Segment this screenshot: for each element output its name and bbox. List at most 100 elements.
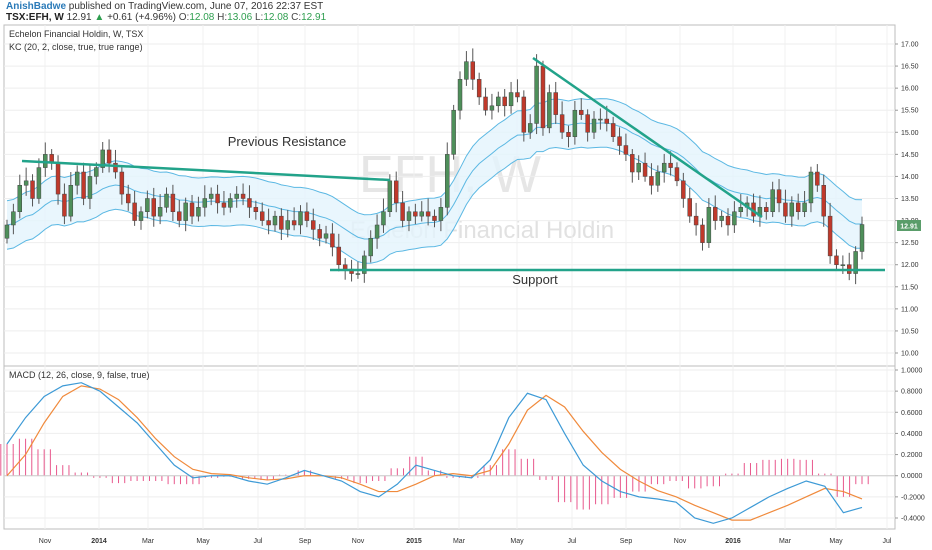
candle-up [68, 185, 74, 217]
last-price-badge: 12.91 [897, 220, 921, 231]
keltner-upper-band [6, 98, 863, 216]
candle-up [94, 167, 99, 177]
candle-down [62, 193, 67, 217]
candle-up [285, 220, 290, 230]
price-axis-label: 12.00 [901, 262, 919, 269]
candle-up [636, 162, 641, 173]
keltner-indicator-label[interactable]: KC (20, 2, close, true, true range) [9, 42, 143, 52]
time-axis-label: 2016 [725, 538, 741, 545]
candle-down [253, 207, 259, 212]
candle-up [655, 171, 661, 186]
time-axis[interactable]: Nov 2014 Mar May Jul Sep Nov 2015 Mar May Jul Sep No… [39, 538, 892, 545]
high-value: 13.06 [227, 12, 253, 23]
price-axis-label: 14.50 [901, 152, 919, 159]
candle-up [234, 193, 239, 199]
time-axis-label: Sep [299, 538, 312, 545]
macd-axis[interactable]: 1.0000 0.8000 0.6000 0.4000 0.2000 0.0000 -0.2… [895, 368, 925, 523]
candle-down [502, 96, 507, 107]
candle-down [693, 215, 699, 226]
candle-up [362, 255, 367, 274]
candle-up [138, 211, 144, 221]
last-price-badge-text: 12.91 [900, 224, 918, 231]
candle-down [126, 193, 131, 204]
candle-up [489, 105, 495, 111]
candle-down [617, 136, 622, 146]
price-axis[interactable]: 17.00 16.50 16.00 15.50 15.00 14.50 14.00 13.50… [895, 42, 919, 358]
candle-down [342, 264, 348, 270]
candle-down [189, 202, 195, 217]
candle-up [145, 198, 150, 212]
keltner-lower-band [6, 146, 863, 264]
time-axis-label: Mar [779, 538, 792, 545]
candle-down [304, 211, 310, 221]
change-arrow-icon: ▲ [94, 12, 105, 23]
time-axis-label: Mar [453, 538, 466, 545]
macd-axis-label: 0.8000 [901, 389, 923, 396]
time-axis-label: Mar [142, 538, 155, 545]
macd-axis-label: 0.0000 [901, 473, 923, 480]
high-label: H: [217, 12, 228, 23]
candle-down [132, 202, 137, 221]
candle-up [598, 118, 603, 121]
time-axis-label: May [829, 538, 843, 545]
candle-down [221, 202, 227, 208]
candle-down [725, 215, 731, 226]
candle-down [425, 211, 431, 217]
resistance-trendline[interactable] [21, 159, 391, 182]
publish-line: AnishBadwe published on TradingView.com,… [6, 1, 323, 12]
macd-indicator-label[interactable]: MACD (12, 26, close, 9, false, true) [9, 370, 150, 380]
candle-up [451, 109, 456, 155]
candle-down [764, 207, 769, 212]
candle-up [859, 224, 865, 252]
candle-down [783, 202, 788, 217]
chart-header: AnishBadwe published on TradingView.com,… [0, 0, 932, 24]
candle-up [228, 198, 233, 208]
macd-line [6, 382, 863, 524]
price-pane-title: Echelon Financial Holdin, W, TSX [9, 29, 143, 39]
price-axis-label: 14.00 [901, 174, 919, 181]
candle-down [215, 193, 220, 204]
candle-down [623, 145, 629, 155]
candle-up [368, 237, 373, 257]
trading-chart[interactable]: EFH, W Echelon Financial Holdin Previous… [0, 24, 932, 550]
price-axis-label: 15.00 [901, 130, 919, 137]
candle-down [151, 198, 156, 217]
candle-up [808, 171, 814, 204]
macd-axis-label: 1.0000 [901, 368, 923, 375]
candle-down [776, 189, 782, 204]
candle-up [100, 149, 105, 168]
candle-up [381, 211, 386, 226]
candle-down [681, 180, 686, 199]
macd-axis-label: 0.6000 [901, 410, 923, 417]
ohlc-line: TSX:EFH, W 12.91 ▲ +0.61 (+4.96%) O:12.0… [6, 12, 326, 23]
price-axis-label: 10.50 [901, 328, 919, 335]
keltner-fill [7, 98, 862, 264]
candle-down [317, 229, 322, 239]
price-axis-label: 16.00 [901, 86, 919, 93]
candle-up [527, 123, 533, 133]
candle-down [540, 65, 546, 129]
candle-down [579, 109, 584, 115]
time-axis-label: Jul [254, 538, 263, 545]
price-axis-label: 11.00 [901, 306, 918, 313]
close-label: C: [291, 12, 302, 23]
candle-down [559, 114, 565, 133]
downtrend-line[interactable] [532, 56, 763, 219]
candle-up [591, 118, 597, 133]
candle-up [36, 167, 42, 199]
candle-down [30, 180, 35, 199]
candle-up [738, 207, 743, 212]
candle-down [630, 154, 635, 173]
author-link[interactable]: AnishBadwe [6, 1, 67, 12]
candle-up [298, 211, 303, 226]
candle-up [719, 215, 724, 221]
macd-signal-line [6, 385, 863, 521]
candle-down [476, 79, 482, 98]
symbol-label: TSX:EFH, W [6, 12, 64, 23]
candle-up [732, 211, 737, 226]
change-value: +0.61 (+4.96%) [107, 12, 176, 23]
price-axis-label: 10.00 [901, 351, 919, 358]
candle-down [119, 171, 125, 195]
candle-down [413, 211, 418, 217]
candle-down [687, 198, 692, 217]
